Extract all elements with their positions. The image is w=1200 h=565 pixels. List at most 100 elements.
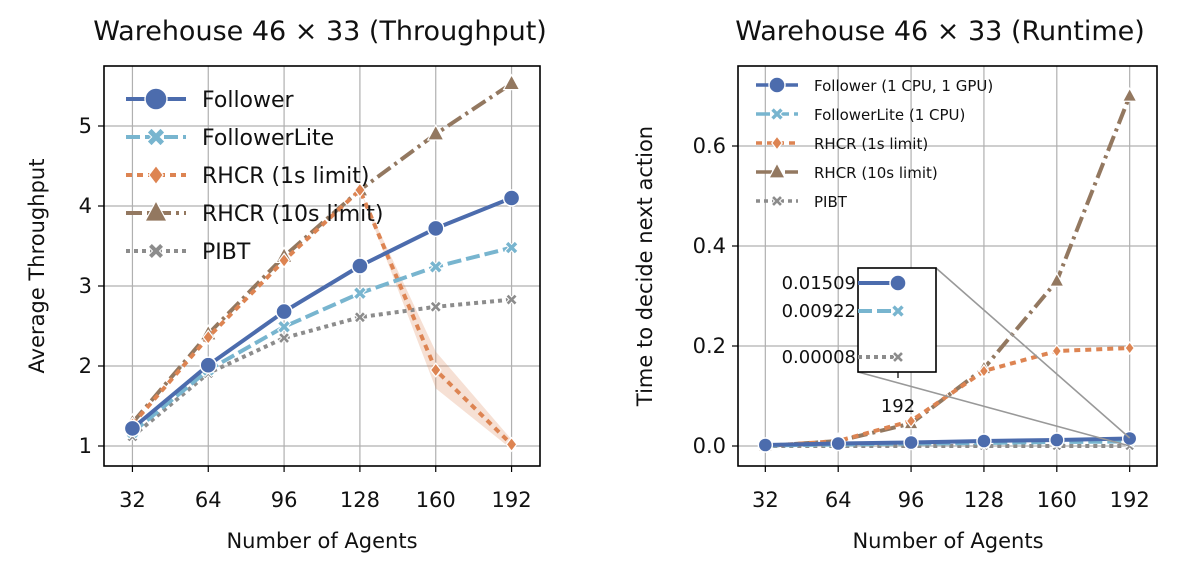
legend-item-pibt: PIBT <box>126 240 251 265</box>
point-followerlite <box>504 240 519 255</box>
point-rhcr-1s-limit <box>1124 341 1135 355</box>
legend-marker <box>148 164 164 186</box>
confidence-bands <box>132 190 512 450</box>
point-follower-1-cpu-1-gpu <box>757 437 774 453</box>
point-follower <box>199 356 217 374</box>
inset-x-tick-label: 192 <box>881 396 915 417</box>
point-rhcr-1s-limit <box>278 252 291 269</box>
inset-value-label: 0.00922 <box>782 301 856 322</box>
x-axis-label: Number of Agents <box>852 529 1043 553</box>
point-followerlite <box>276 319 292 334</box>
chart-runtime: Warehouse 46 × 33 (Runtime) 32 64 96 128 160… <box>633 16 1158 553</box>
point-rhcr-1s-limit <box>429 362 442 378</box>
series-lines <box>123 73 521 453</box>
y-tick-label: 0.2 <box>693 334 726 358</box>
legend-marker <box>771 135 783 151</box>
y-axis-label: Average Throughput <box>25 159 49 374</box>
legend-item-rhcr-1s-limit: RHCR (1s limit) <box>756 135 928 153</box>
x-tick-label: 32 <box>752 488 779 512</box>
x-tick-label: 64 <box>195 488 222 512</box>
series-follower-1-cpu-1-gpu <box>757 430 1138 453</box>
x-axis-label: Number of Agents <box>226 529 417 553</box>
inset-connector <box>935 267 1131 439</box>
legend-label: Follower (1 CPU, 1 GPU) <box>814 77 993 95</box>
point-pibt <box>505 293 518 306</box>
legend-label: RHCR (1s limit) <box>202 164 369 189</box>
legend-label: RHCR (1s limit) <box>814 135 928 153</box>
point-pibt <box>353 310 367 324</box>
x-tick-label: 192 <box>492 488 532 512</box>
legend-item-rhcr-1s-limit: RHCR (1s limit) <box>126 164 369 189</box>
point-rhcr-10s-limit <box>426 123 445 141</box>
legend-marker <box>768 76 786 94</box>
line-pibt <box>131 297 512 438</box>
point-rhcr-1s-limit <box>353 182 366 198</box>
legend-item-followerlite-1-cpu: FollowerLite (1 CPU) <box>756 106 965 124</box>
x-tick-label: 64 <box>825 488 852 512</box>
y-axis-label: Time to decide next action <box>633 126 657 407</box>
line-follower <box>131 196 513 430</box>
series-follower <box>123 189 521 438</box>
legend-label: FollowerLite <box>202 126 334 151</box>
legend-label: RHCR (10s limit) <box>202 202 383 227</box>
legend-marker <box>147 242 165 260</box>
inset-marker <box>891 350 905 364</box>
point-followerlite <box>352 286 368 301</box>
series-pibt <box>126 293 518 443</box>
inset-value-label: 0.00008 <box>782 347 856 368</box>
legend-item-follower-1-cpu-1-gpu: Follower (1 CPU, 1 GPU) <box>756 76 993 95</box>
point-rhcr-1s-limit <box>202 329 215 345</box>
plot-frame <box>737 65 1158 467</box>
y-tick-label: 1 <box>79 434 92 458</box>
point-rhcr-1s-limit <box>978 364 990 378</box>
plot-frame <box>103 65 541 467</box>
y-tick-label: 0.4 <box>693 234 726 258</box>
legend-marker <box>767 161 787 179</box>
inset-marker <box>889 274 907 292</box>
band-rhcr-1s-limit <box>132 190 512 450</box>
point-follower <box>502 189 521 207</box>
point-rhcr-1s-limit <box>905 414 917 428</box>
x-tick-label: 96 <box>898 488 925 512</box>
inset-connector <box>857 371 1130 447</box>
legend-label: FollowerLite (1 CPU) <box>814 106 965 124</box>
point-pibt <box>277 331 291 345</box>
legend-marker <box>770 194 784 208</box>
point-follower-1-cpu-1-gpu <box>976 433 992 449</box>
legend-item-rhcr-10s-limit: RHCR (10s limit) <box>756 161 938 182</box>
legend-label: RHCR (10s limit) <box>814 164 938 182</box>
point-rhcr-10s-limit <box>1048 272 1065 287</box>
y-tick-label: 0.6 <box>693 134 726 158</box>
legend-item-followerlite: FollowerLite <box>126 126 334 151</box>
x-tick-label: 128 <box>964 488 1004 512</box>
legend-marker <box>146 127 166 147</box>
point-followerlite <box>428 259 443 274</box>
legend-label: Follower <box>202 88 295 113</box>
y-tick-label: 5 <box>79 114 92 138</box>
legend: Follower FollowerLite RHCR (1s limit) RHCR … <box>126 87 383 265</box>
point-rhcr-1s-limit <box>1051 344 1063 358</box>
point-follower <box>275 302 293 321</box>
point-follower-1-cpu-1-gpu <box>903 434 919 451</box>
x-tick-label: 32 <box>119 488 146 512</box>
point-follower-1-cpu-1-gpu <box>1049 432 1065 448</box>
line-follower-1-cpu-1-gpu <box>765 436 1130 447</box>
y-tick-label: 4 <box>79 194 92 218</box>
inset-row: 0.00008 <box>782 347 905 368</box>
y-tick-label: 2 <box>79 354 92 378</box>
tick-labels: 32 64 96 128 160 192 1 2 3 4 5 <box>79 114 532 512</box>
inset-marker <box>890 303 906 319</box>
chart-throughput: Warehouse 46 × 33 (Throughput) 32 64 96 128… <box>25 16 547 553</box>
inset-value-label: 0.01509 <box>782 273 856 294</box>
tick-labels: 32 64 96 128 160 192 0.0 0.2 0.4 0.6 <box>693 134 1150 512</box>
y-tick-label: 0.0 <box>693 434 726 458</box>
point-follower-1-cpu-1-gpu <box>830 435 846 452</box>
inset-row: 0.01509 <box>782 273 907 294</box>
point-rhcr-10s-limit <box>502 73 521 91</box>
point-rhcr-1s-limit <box>505 436 518 453</box>
legend-item-pibt: PIBT <box>756 193 848 211</box>
series-followerlite <box>125 240 519 440</box>
chart-title: Warehouse 46 × 33 (Throughput) <box>93 16 547 47</box>
x-tick-label: 128 <box>340 488 380 512</box>
x-tick-label: 160 <box>416 488 456 512</box>
